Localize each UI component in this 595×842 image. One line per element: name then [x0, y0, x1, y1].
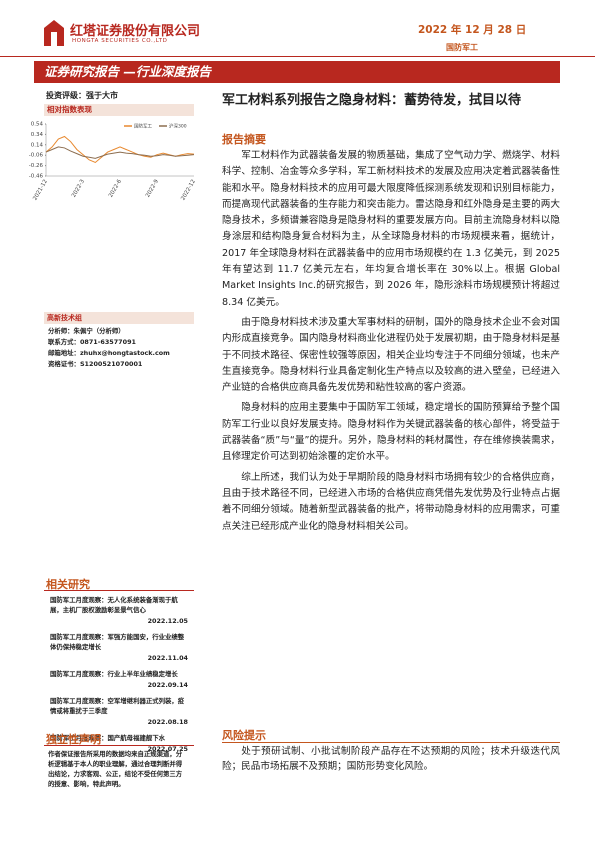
line: [45, 146, 195, 159]
paragraph: 隐身材料的应用主要集中于国防军工领域，稳定增长的国防预算给予整个国防军工行业以良…: [222, 402, 560, 463]
index-title: 相对指数表现: [44, 104, 194, 116]
legend-label: 沪深300: [169, 123, 187, 130]
logo-icon: [44, 20, 64, 46]
rule: [0, 56, 595, 57]
company-en: HONGTA SECURITIES CO.,LTD: [72, 38, 168, 44]
date: 2022 年 12 月 28 日: [418, 24, 527, 36]
paragraph: 军工材料作为武器装备发展的物质基础，集成了空气动力学、燃烧学、材料科学、控制、冶…: [222, 150, 560, 308]
related-title: 相关研究: [46, 578, 90, 591]
x-tick-label: 2022-9: [145, 178, 160, 198]
independence-title: 独立性声明: [46, 733, 101, 746]
paragraph: 由于隐身材料技术涉及重大军事材料的研制，国外的隐身技术企业不会对国内形成直接竞争…: [222, 316, 560, 394]
y-tick-label: -0.46: [29, 174, 44, 180]
banner: 证券研究报告 —行业深度报告: [34, 61, 560, 83]
x-tick-label: 2022-6: [108, 178, 123, 198]
related-date: 2022.12.05: [147, 617, 188, 625]
line: [45, 135, 195, 164]
rating: 投资评级：强于大市: [46, 91, 118, 100]
y-tick-label: 0.54: [31, 122, 44, 128]
related-list: 国防军工月度观察：无人化系统装备渐现于航展，主机厂股权激励彰显景气信心 2022.…: [50, 595, 188, 760]
y-tick-label: -0.26: [29, 163, 44, 169]
paragraph: 综上所述，我们认为处于早期阶段的隐身材料市场拥有较少的合格供应商，且由于技术路径…: [222, 471, 560, 532]
report-title: 军工材料系列报告之隐身材料：蓄势待发，拭目以待: [222, 93, 522, 108]
x-tick-label: 2021-12: [32, 179, 49, 202]
x-tick-label: 2022-12: [180, 179, 197, 202]
related-item: 国防军工月度观察：空军增继利器正式列装，疫情或将重扰于三季度: [50, 697, 185, 715]
summary: 军工材料作为武器装备发展的物质基础，集成了空气动力学、燃烧学、材料科学、控制、冶…: [222, 148, 560, 539]
related-date: 2022.08.18: [147, 718, 188, 726]
legend-label: 国防军工: [134, 123, 152, 130]
analyst: 分析师：朱佩宁（分析师）: [48, 327, 125, 335]
independence-text: 作者保证报告所采用的数据均来自正规渠道，分析逻辑基于本人的职业理解，通过合理判断…: [48, 750, 183, 788]
risk-text: 处于预研试制、小批试制阶段产品存在不达预期的风险；技术升级迭代风险；民品市场拓展…: [222, 746, 560, 772]
y-tick-label: 0.34: [31, 132, 44, 138]
rule: [44, 590, 194, 591]
y-tick-label: 0.14: [31, 142, 44, 148]
x-tick-label: 2022-3: [71, 178, 86, 198]
email: 邮箱地址：zhuhx@hongtastock.com: [48, 349, 170, 357]
rule: [44, 745, 194, 746]
related-date: 2022.09.14: [147, 681, 188, 689]
phone: 联系方式：0871-63577091: [48, 338, 136, 346]
related-date: 2022.07.25: [147, 745, 188, 753]
rule: [222, 742, 560, 743]
related-date: 2022.11.04: [147, 654, 188, 662]
related-item: 国防军工月度观察：国产航母福建舰下水: [50, 734, 166, 742]
related-item: 国防军工月度观察：军强方能国安，行业业绩整体仍保持稳定增长: [50, 633, 185, 651]
sector: 国防军工: [446, 43, 478, 52]
cert: 资格证书：S1200521070001: [48, 360, 143, 368]
summary-title: 报告摘要: [222, 133, 266, 146]
related-item: 国防军工月度观察：行业上半年业绩稳定增长: [50, 670, 178, 678]
team: 高新技术组: [44, 312, 194, 324]
company: 红塔证券股份有限公司: [70, 24, 201, 39]
risk-title: 风险提示: [222, 729, 266, 742]
related-item: 国防军工月度观察：无人化系统装备渐现于航展，主机厂股权激励彰显景气信心: [50, 596, 178, 614]
y-tick-label: -0.06: [29, 153, 44, 159]
